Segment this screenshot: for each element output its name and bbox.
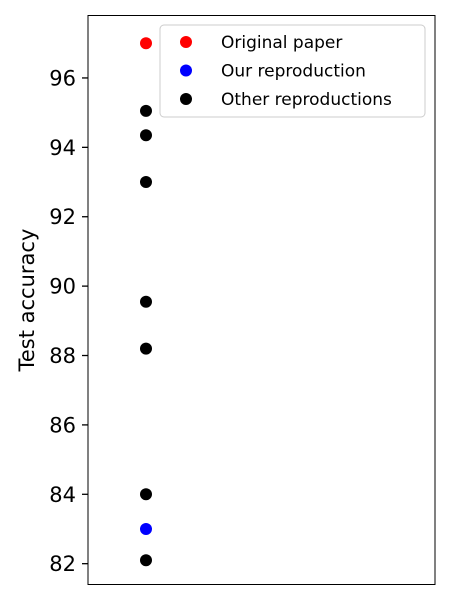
legend-label: Other reproductions (221, 90, 392, 110)
legend-label: Original paper (221, 33, 342, 53)
data-point-series-0 (140, 37, 152, 50)
data-point-series-2 (140, 104, 152, 117)
data-points (140, 37, 152, 567)
legend-marker (180, 36, 192, 48)
legend: Original paper Our reproduction Other repr… (159, 24, 426, 118)
legend-marker (180, 64, 192, 77)
y-tick-label: 94 (49, 136, 76, 160)
data-point-series-2 (140, 176, 152, 189)
y-tick-label: 88 (49, 344, 76, 368)
y-tick-label: 90 (49, 275, 76, 299)
y-tick-label: 84 (49, 483, 76, 507)
y-tick-label: 82 (49, 552, 76, 576)
legend-box (159, 24, 426, 118)
data-point-series-2 (140, 295, 152, 308)
legend-marker (180, 93, 192, 105)
y-axis-label: Test accuracy (15, 229, 39, 373)
y-tick-label: 92 (49, 205, 76, 229)
y-axis-ticks: 82 84 86 88 90 92 94 96 (49, 66, 88, 576)
data-point-series-2 (140, 488, 152, 501)
data-point-series-2 (140, 554, 152, 567)
y-tick-label: 96 (49, 66, 76, 90)
data-point-series-2 (140, 342, 152, 355)
legend-label: Our reproduction (221, 62, 366, 82)
y-tick-label: 86 (49, 413, 76, 437)
data-point-series-2 (140, 129, 152, 142)
data-point-series-1 (140, 522, 152, 535)
